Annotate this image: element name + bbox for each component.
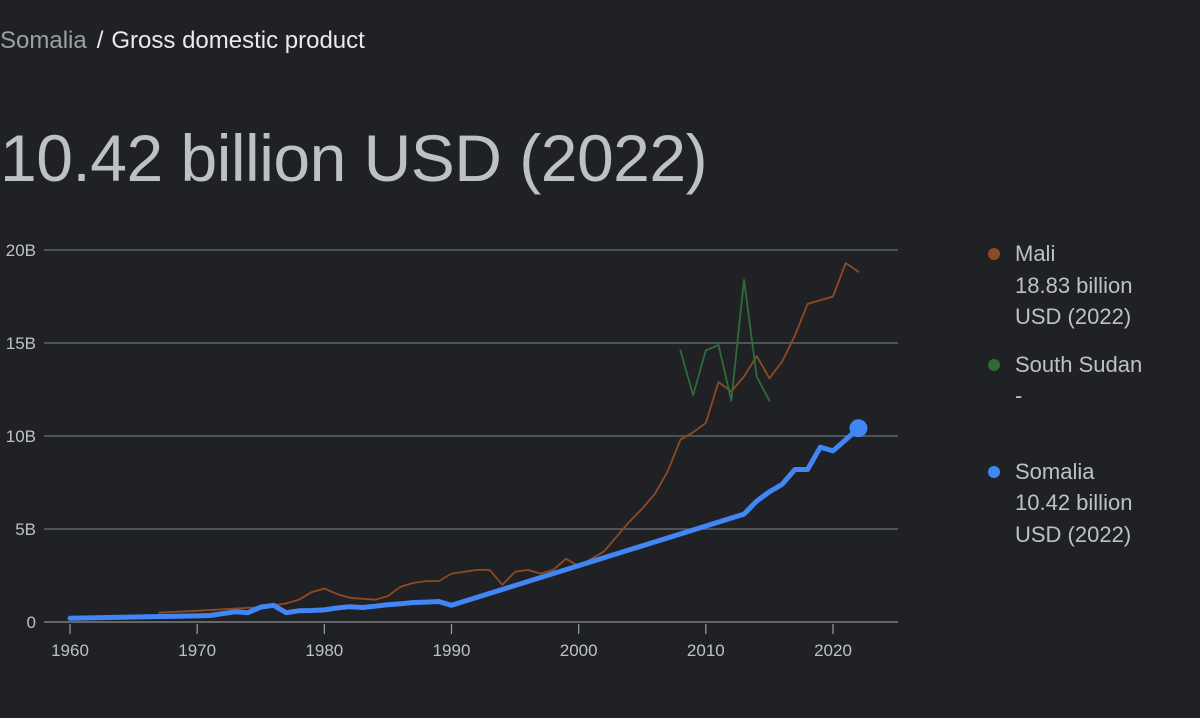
breadcrumb-separator: / <box>96 27 104 54</box>
legend-item-somalia[interactable]: Somalia 10.42 billion USD (2022) <box>985 456 1185 551</box>
y-axis-labels: 0 5B 10B 15B 20B <box>6 241 36 632</box>
breadcrumb-parent-link[interactable]: Somalia <box>0 27 87 54</box>
chart-legend: Mali 18.83 billion USD (2022) South Suda… <box>985 238 1185 550</box>
svg-text:20B: 20B <box>6 241 36 260</box>
legend-name: Somalia <box>1015 458 1095 484</box>
legend-name: South Sudan <box>1015 351 1143 377</box>
svg-text:0: 0 <box>27 613 36 632</box>
svg-text:1960: 1960 <box>51 641 89 660</box>
breadcrumb-current: Gross domestic product <box>111 27 365 54</box>
svg-text:1980: 1980 <box>305 641 343 660</box>
breadcrumb: Somalia / Gross domestic product <box>0 26 365 56</box>
legend-value: - <box>1015 383 1023 408</box>
svg-text:15B: 15B <box>6 334 36 353</box>
legend-value: 10.42 billion USD (2022) <box>1015 490 1133 547</box>
svg-text:2020: 2020 <box>814 641 852 660</box>
legend-value: 18.83 billion USD (2022) <box>1015 272 1133 330</box>
svg-text:2000: 2000 <box>560 641 598 660</box>
legend-name: Mali <box>1015 241 1056 266</box>
svg-text:5B: 5B <box>15 520 36 539</box>
headline-value: 10.42 billion USD (2022) <box>0 121 708 195</box>
chart-series <box>67 262 868 621</box>
somalia-dot-icon <box>988 465 1000 478</box>
legend-item-mali[interactable]: Mali 18.83 billion USD (2022) <box>985 238 1185 333</box>
x-axis-labels: 1960 1970 1980 1990 2000 2010 2020 <box>51 624 852 660</box>
south-sudan-dot-icon <box>988 358 1000 371</box>
svg-text:10B: 10B <box>6 427 36 446</box>
svg-text:1970: 1970 <box>178 641 216 660</box>
mali-dot-icon <box>988 248 1000 260</box>
legend-item-south-sudan[interactable]: South Sudan - <box>985 349 1185 412</box>
svg-text:1990: 1990 <box>433 641 471 660</box>
svg-text:2010: 2010 <box>687 641 725 660</box>
chart-gridlines <box>44 249 898 623</box>
